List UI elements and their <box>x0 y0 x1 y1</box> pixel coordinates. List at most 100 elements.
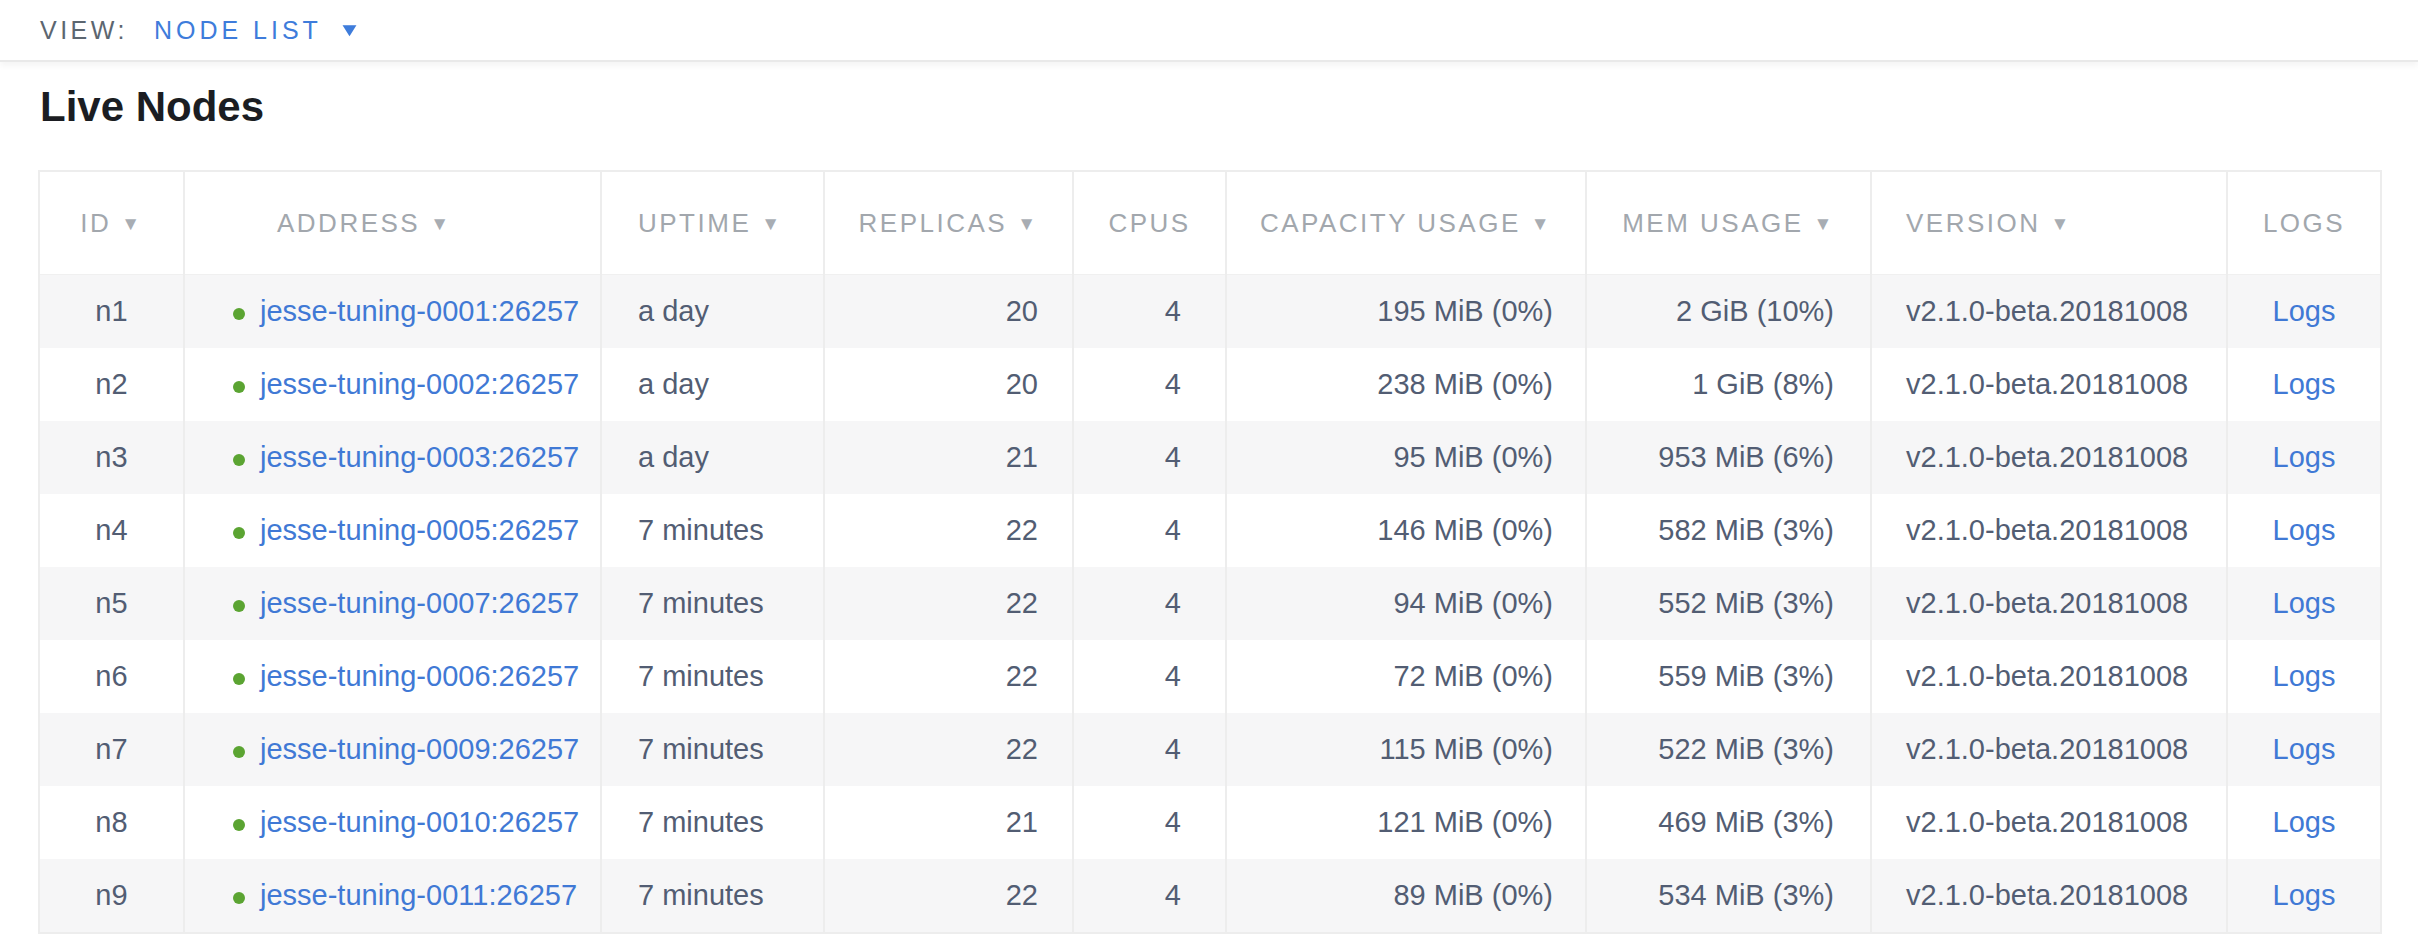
cell-uptime: 7 minutes <box>601 713 824 786</box>
cell-replicas: 22 <box>824 494 1073 567</box>
column-header-mem[interactable]: MEM USAGE▼ <box>1586 171 1871 275</box>
cell-version: v2.1.0-beta.20181008 <box>1871 275 2227 349</box>
view-label: VIEW: <box>40 16 128 45</box>
address-link[interactable]: jesse-tuning-0010:26257 <box>260 806 579 838</box>
sort-caret-icon: ▼ <box>1017 213 1038 234</box>
cell-capacity-usage: 89 MiB (0%) <box>1226 859 1586 933</box>
header-row: ID▼ADDRESS▼UPTIME▼REPLICAS▼CPUSCAPACITY … <box>39 171 2381 275</box>
live-nodes-table: ID▼ADDRESS▼UPTIME▼REPLICAS▼CPUSCAPACITY … <box>38 170 2382 934</box>
cell-mem-usage: 953 MiB (6%) <box>1586 421 1871 494</box>
node-healthy-status-icon <box>233 892 245 904</box>
address-link[interactable]: jesse-tuning-0001:26257 <box>260 295 579 327</box>
cell-logs: Logs <box>2227 494 2381 567</box>
address-link[interactable]: jesse-tuning-0007:26257 <box>260 587 579 619</box>
cell-capacity-usage: 146 MiB (0%) <box>1226 494 1586 567</box>
logs-link[interactable]: Logs <box>2273 733 2336 765</box>
address-link[interactable]: jesse-tuning-0002:26257 <box>260 368 579 400</box>
cell-logs: Logs <box>2227 567 2381 640</box>
logs-link[interactable]: Logs <box>2273 295 2336 327</box>
cell-uptime: a day <box>601 421 824 494</box>
cell-replicas: 22 <box>824 859 1073 933</box>
cell-cpus: 4 <box>1073 859 1226 933</box>
cell-capacity-usage: 95 MiB (0%) <box>1226 421 1586 494</box>
cell-replicas: 20 <box>824 275 1073 349</box>
cell-logs: Logs <box>2227 713 2381 786</box>
cell-mem-usage: 552 MiB (3%) <box>1586 567 1871 640</box>
cell-cpus: 4 <box>1073 421 1226 494</box>
column-header-version[interactable]: VERSION▼ <box>1871 171 2227 275</box>
cell-address: jesse-tuning-0005:26257 <box>184 494 601 567</box>
cell-capacity-usage: 72 MiB (0%) <box>1226 640 1586 713</box>
address-link[interactable]: jesse-tuning-0009:26257 <box>260 733 579 765</box>
logs-link[interactable]: Logs <box>2273 441 2336 473</box>
cell-address: jesse-tuning-0007:26257 <box>184 567 601 640</box>
cell-cpus: 4 <box>1073 494 1226 567</box>
node-healthy-status-icon <box>233 746 245 758</box>
cell-cpus: 4 <box>1073 713 1226 786</box>
cell-uptime: a day <box>601 275 824 349</box>
sort-caret-icon: ▼ <box>761 213 782 234</box>
cell-version: v2.1.0-beta.20181008 <box>1871 421 2227 494</box>
cell-mem-usage: 469 MiB (3%) <box>1586 786 1871 859</box>
node-row: n7 jesse-tuning-0009:26257 7 minutes 22 … <box>39 713 2381 786</box>
node-healthy-status-icon <box>233 673 245 685</box>
column-label: ID <box>80 208 111 238</box>
cell-node-id: n4 <box>39 494 184 567</box>
logs-link[interactable]: Logs <box>2273 806 2336 838</box>
cell-logs: Logs <box>2227 859 2381 933</box>
caret-down-icon: ▼ <box>338 19 362 41</box>
column-label: ADDRESS <box>277 208 420 238</box>
node-row: n2 jesse-tuning-0002:26257 a day 20 4 23… <box>39 348 2381 421</box>
node-row: n1 jesse-tuning-0001:26257 a day 20 4 19… <box>39 275 2381 349</box>
cell-capacity-usage: 238 MiB (0%) <box>1226 348 1586 421</box>
content-area: Live Nodes ID▼ADDRESS▼UPTIME▼REPLICAS▼CP… <box>0 84 2418 934</box>
cell-cpus: 4 <box>1073 640 1226 713</box>
column-header-uptime[interactable]: UPTIME▼ <box>601 171 824 275</box>
column-label: CAPACITY USAGE <box>1260 208 1521 238</box>
live-nodes-table-container: ID▼ADDRESS▼UPTIME▼REPLICAS▼CPUSCAPACITY … <box>38 170 2418 934</box>
cell-mem-usage: 1 GiB (8%) <box>1586 348 1871 421</box>
cell-version: v2.1.0-beta.20181008 <box>1871 567 2227 640</box>
cell-capacity-usage: 115 MiB (0%) <box>1226 713 1586 786</box>
node-row: n6 jesse-tuning-0006:26257 7 minutes 22 … <box>39 640 2381 713</box>
cell-mem-usage: 582 MiB (3%) <box>1586 494 1871 567</box>
sort-caret-icon: ▼ <box>2051 213 2072 234</box>
view-bar: VIEW: NODE LIST ▼ <box>0 0 2418 62</box>
cell-node-id: n6 <box>39 640 184 713</box>
cell-replicas: 22 <box>824 567 1073 640</box>
address-link[interactable]: jesse-tuning-0005:26257 <box>260 514 579 546</box>
cell-logs: Logs <box>2227 640 2381 713</box>
address-link[interactable]: jesse-tuning-0003:26257 <box>260 441 579 473</box>
cell-address: jesse-tuning-0009:26257 <box>184 713 601 786</box>
logs-link[interactable]: Logs <box>2273 368 2336 400</box>
column-header-id[interactable]: ID▼ <box>39 171 184 275</box>
column-header-capacity[interactable]: CAPACITY USAGE ▼ <box>1226 171 1586 275</box>
node-row: n3 jesse-tuning-0003:26257 a day 21 4 95… <box>39 421 2381 494</box>
column-label: MEM USAGE <box>1622 208 1803 238</box>
address-link[interactable]: jesse-tuning-0011:26257 <box>260 879 577 911</box>
logs-link[interactable]: Logs <box>2273 879 2336 911</box>
cell-version: v2.1.0-beta.20181008 <box>1871 494 2227 567</box>
column-label: LOGS <box>2263 208 2345 238</box>
cell-mem-usage: 2 GiB (10%) <box>1586 275 1871 349</box>
cell-address: jesse-tuning-0010:26257 <box>184 786 601 859</box>
node-row: n8 jesse-tuning-0010:26257 7 minutes 21 … <box>39 786 2381 859</box>
logs-link[interactable]: Logs <box>2273 514 2336 546</box>
cell-node-id: n3 <box>39 421 184 494</box>
cell-address: jesse-tuning-0001:26257 <box>184 275 601 349</box>
address-link[interactable]: jesse-tuning-0006:26257 <box>260 660 579 692</box>
sort-caret-icon: ▼ <box>430 213 451 234</box>
sort-caret-icon: ▼ <box>1531 213 1552 234</box>
cell-uptime: 7 minutes <box>601 786 824 859</box>
logs-link[interactable]: Logs <box>2273 587 2336 619</box>
column-header-address[interactable]: ADDRESS ▼ <box>184 171 601 275</box>
cell-node-id: n9 <box>39 859 184 933</box>
node-row: n4 jesse-tuning-0005:26257 7 minutes 22 … <box>39 494 2381 567</box>
column-header-logs: LOGS <box>2227 171 2381 275</box>
cell-replicas: 20 <box>824 348 1073 421</box>
column-header-replicas[interactable]: REPLICAS▼ <box>824 171 1073 275</box>
page-title: Live Nodes <box>40 84 2378 130</box>
cell-node-id: n1 <box>39 275 184 349</box>
view-selector-dropdown[interactable]: NODE LIST ▼ <box>154 16 359 45</box>
logs-link[interactable]: Logs <box>2273 660 2336 692</box>
